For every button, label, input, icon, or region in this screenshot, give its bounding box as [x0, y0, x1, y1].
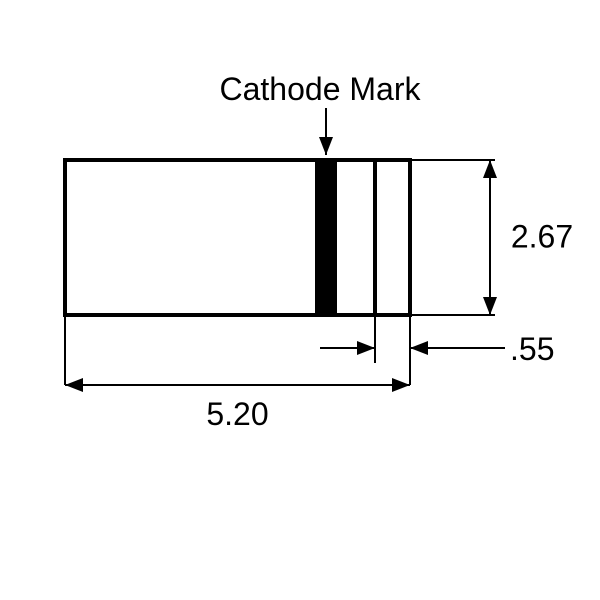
arrow-head: [483, 160, 497, 178]
arrow-head: [319, 137, 333, 155]
arrow-head: [392, 378, 410, 392]
arrow-head: [483, 297, 497, 315]
height-value: 2.67: [511, 219, 573, 255]
arrow-head: [357, 341, 375, 355]
arrow-head: [65, 378, 83, 392]
offset-value: .55: [510, 331, 554, 367]
arrow-head: [410, 341, 428, 355]
component-body: [65, 160, 410, 315]
width-value: 5.20: [206, 396, 268, 432]
cathode-mark-label: Cathode Mark: [220, 71, 422, 107]
cathode-band: [315, 160, 337, 315]
